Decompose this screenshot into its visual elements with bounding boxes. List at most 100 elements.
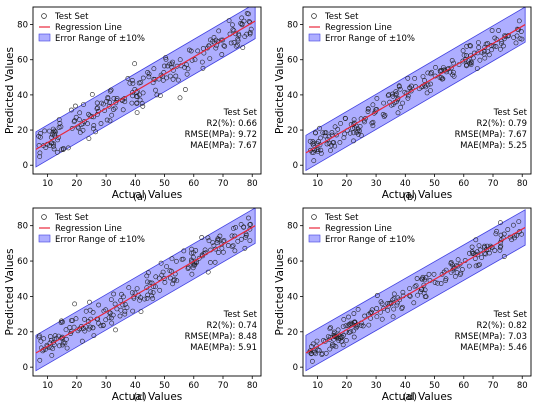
y-tick-label: 40 bbox=[17, 91, 28, 101]
scatter-point bbox=[343, 337, 349, 343]
scatter-point bbox=[469, 244, 475, 250]
y-axis-label: Predicted Values bbox=[4, 249, 16, 336]
scatter-point bbox=[37, 357, 43, 363]
scatter-point bbox=[400, 100, 405, 106]
scatter-point bbox=[235, 42, 240, 48]
y-axis-label: Predicted Values bbox=[4, 47, 16, 134]
scatter-point bbox=[419, 276, 425, 282]
scatter-point bbox=[519, 36, 525, 42]
scatter-point bbox=[114, 306, 120, 312]
scatter-point bbox=[390, 91, 395, 97]
plot-area bbox=[35, 208, 256, 372]
legend-label-test-set: Test Set bbox=[324, 12, 359, 22]
scatter-point bbox=[170, 76, 176, 82]
scatter-point bbox=[432, 280, 438, 285]
error-band bbox=[35, 7, 256, 168]
scatter-point bbox=[451, 60, 456, 66]
scatter-point bbox=[152, 284, 158, 290]
scatter-point bbox=[313, 351, 318, 357]
x-tick-label: 60 bbox=[458, 381, 469, 391]
scatter-point bbox=[129, 100, 135, 106]
y-tick-label: 80 bbox=[17, 222, 28, 232]
scatter-point bbox=[451, 73, 457, 79]
scatter-point bbox=[346, 314, 351, 320]
scatter-point bbox=[117, 313, 123, 319]
scatter-point bbox=[511, 35, 517, 40]
scatter-point bbox=[231, 28, 237, 34]
y-axis-ticks: 0 20 40 60 80 bbox=[17, 222, 33, 373]
scatter-points bbox=[36, 10, 254, 159]
scatter-point bbox=[89, 92, 95, 97]
scatter-point bbox=[49, 140, 55, 146]
legend-label-regression: Regression Line bbox=[325, 23, 392, 33]
panel-caption: (a) bbox=[133, 192, 147, 203]
y-axis-label: Predicted Values bbox=[274, 249, 286, 336]
x-tick-label: 80 bbox=[517, 179, 528, 189]
scatter-point bbox=[161, 63, 167, 69]
scatter-point bbox=[211, 35, 217, 40]
scatter-point bbox=[72, 301, 77, 307]
scatter-point bbox=[213, 45, 219, 51]
x-tick-label: 20 bbox=[341, 381, 352, 391]
x-tick-label: 80 bbox=[517, 381, 528, 391]
scatter-point bbox=[61, 146, 66, 151]
x-tick-label: 70 bbox=[218, 179, 229, 189]
scatter-point bbox=[486, 52, 492, 58]
scatter-point bbox=[126, 285, 132, 291]
scatter-point bbox=[49, 352, 55, 358]
scatter-point bbox=[318, 150, 324, 156]
scatter-point bbox=[247, 222, 253, 228]
scatter-point bbox=[238, 236, 244, 242]
scatter-point bbox=[493, 44, 499, 49]
x-tick-label: 70 bbox=[218, 381, 229, 391]
scatter-point bbox=[214, 240, 220, 245]
scatter-point bbox=[498, 243, 504, 249]
x-axis-label: Actual Values bbox=[112, 189, 183, 201]
scatter-point bbox=[334, 132, 339, 138]
scatter-point bbox=[149, 293, 155, 299]
legend-marker-test-set bbox=[311, 13, 317, 19]
scatter-point bbox=[477, 247, 483, 253]
x-axis-ticks: 10 20 30 40 50 60 70 80 bbox=[42, 174, 258, 189]
scatter-point bbox=[343, 116, 348, 121]
scatter-point bbox=[192, 57, 198, 63]
scatter-point bbox=[476, 45, 482, 50]
scatter-point bbox=[181, 248, 187, 254]
scatter-point bbox=[145, 70, 150, 75]
scatter-point bbox=[412, 284, 418, 290]
scatter-point bbox=[374, 314, 380, 320]
scatter-point bbox=[231, 40, 237, 45]
metric-r2: R2(%): 0.74 bbox=[206, 321, 257, 331]
scatter-point bbox=[167, 268, 173, 274]
scatter-point bbox=[138, 80, 144, 85]
scatter-point bbox=[466, 250, 472, 256]
scatter-point bbox=[422, 277, 428, 283]
legend-label-regression: Regression Line bbox=[325, 224, 392, 234]
scatter-point bbox=[329, 142, 334, 148]
scatter-point bbox=[243, 231, 249, 237]
scatter-point bbox=[500, 43, 506, 49]
scatter-point bbox=[312, 349, 317, 355]
scatter-point bbox=[130, 81, 136, 86]
scatter-point bbox=[240, 45, 246, 50]
scatter-point bbox=[134, 101, 140, 106]
scatter-point bbox=[397, 86, 403, 92]
scatter-point bbox=[476, 243, 482, 248]
x-tick-label: 10 bbox=[42, 381, 53, 391]
scatter-point bbox=[159, 272, 165, 278]
scatter-point bbox=[374, 306, 380, 311]
scatter-point bbox=[347, 130, 353, 136]
scatter-point bbox=[91, 333, 97, 338]
scatter-point bbox=[492, 35, 498, 41]
scatter-point bbox=[448, 261, 454, 266]
scatter-point bbox=[336, 336, 341, 342]
scatter-point bbox=[381, 305, 387, 311]
scatter-point bbox=[365, 109, 371, 114]
scatter-point bbox=[464, 63, 469, 69]
scatter-point bbox=[423, 84, 429, 90]
scatter-point bbox=[232, 248, 238, 254]
regression-line bbox=[35, 20, 256, 150]
scatter-point bbox=[172, 277, 177, 283]
